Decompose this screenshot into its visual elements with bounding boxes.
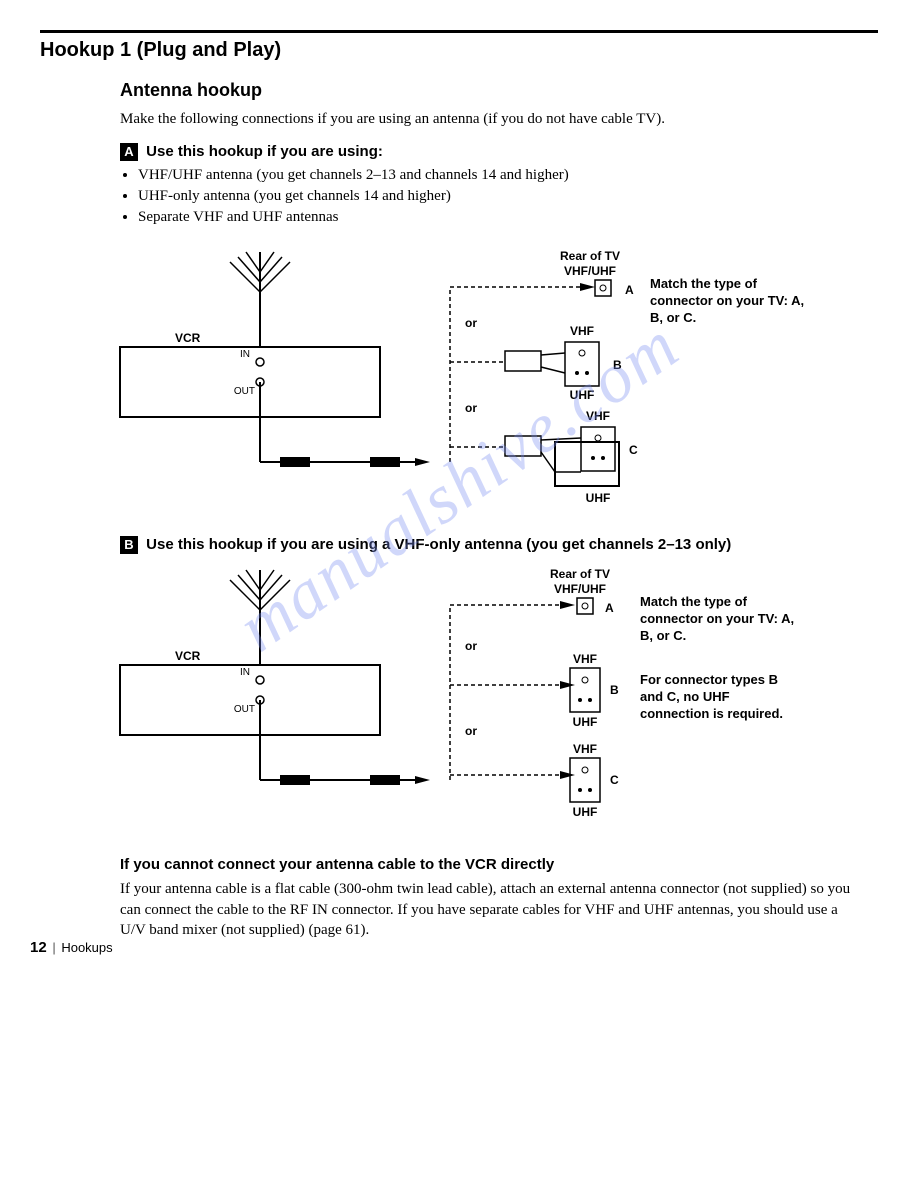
svg-text:VHF: VHF	[586, 409, 610, 423]
footer-section: Hookups	[61, 940, 112, 955]
svg-text:IN: IN	[240, 349, 250, 360]
note-b1: Match the type of connector on your TV: …	[640, 594, 800, 645]
top-rule	[40, 30, 878, 33]
svg-text:Rear of TV: Rear of TV	[560, 249, 620, 263]
page-title: Hookup 1 (Plug and Play)	[40, 39, 878, 62]
svg-text:IN: IN	[240, 667, 250, 678]
svg-text:A: A	[625, 283, 634, 297]
footer-separator: |	[52, 940, 55, 955]
section-b-heading: B Use this hookup if you are using a VHF…	[120, 536, 858, 554]
diagram-a: VCR IN OUT or or Rear of TV	[120, 242, 858, 522]
svg-text:VHF/UHF: VHF/UHF	[564, 264, 616, 278]
cannot-connect-heading: If you cannot connect your antenna cable…	[120, 856, 858, 873]
svg-text:OUT: OUT	[234, 704, 255, 715]
diagram-b: VCR IN OUT or or Rear of TV	[120, 560, 858, 840]
intro-text: Make the following connections if you ar…	[120, 109, 858, 129]
badge-a: A	[120, 143, 138, 161]
svg-text:UHF: UHF	[570, 388, 595, 402]
note-a: Match the type of connector on your TV: …	[650, 276, 810, 327]
bullet: VHF/UHF antenna (you get channels 2–13 a…	[138, 167, 858, 184]
badge-b: B	[120, 536, 138, 554]
svg-text:or: or	[465, 639, 477, 653]
svg-text:VCR: VCR	[175, 649, 201, 663]
svg-text:or: or	[465, 724, 477, 738]
section-a-heading: A Use this hookup if you are using:	[120, 143, 858, 161]
svg-text:VHF/UHF: VHF/UHF	[554, 582, 606, 596]
svg-text:VHF: VHF	[570, 324, 594, 338]
svg-text:A: A	[605, 601, 614, 615]
section-a-bullets: VHF/UHF antenna (you get channels 2–13 a…	[120, 167, 858, 226]
bullet: Separate VHF and UHF antennas	[138, 209, 858, 226]
bullet: UHF-only antenna (you get channels 14 an…	[138, 188, 858, 205]
svg-text:B: B	[613, 358, 622, 372]
svg-text:UHF: UHF	[573, 715, 598, 729]
cannot-connect-body: If your antenna cable is a flat cable (3…	[120, 879, 858, 940]
svg-text:Rear of TV: Rear of TV	[550, 567, 610, 581]
svg-text:OUT: OUT	[234, 386, 255, 397]
page-number: 12	[30, 939, 47, 956]
page-footer: 12 | Hookups	[30, 939, 113, 956]
svg-text:B: B	[610, 683, 619, 697]
svg-text:VHF: VHF	[573, 742, 597, 756]
svg-text:VHF: VHF	[573, 652, 597, 666]
svg-text:or: or	[465, 401, 477, 415]
section-a-label: Use this hookup if you are using:	[146, 143, 383, 160]
svg-text:UHF: UHF	[573, 805, 598, 819]
note-b2: For connector types B and C, no UHF conn…	[640, 672, 800, 723]
subtitle: Antenna hookup	[120, 80, 858, 101]
svg-text:UHF: UHF	[586, 491, 611, 505]
section-b-label: Use this hookup if you are using a VHF-o…	[146, 536, 731, 553]
svg-text:C: C	[610, 773, 619, 787]
svg-text:C: C	[629, 443, 638, 457]
svg-text:or: or	[465, 316, 477, 330]
vcr-label: VCR	[175, 331, 201, 345]
